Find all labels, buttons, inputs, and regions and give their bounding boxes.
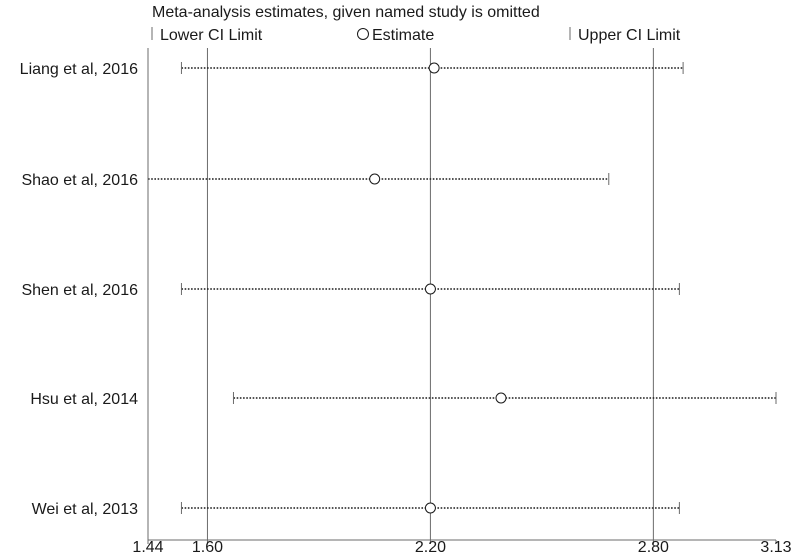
study-row [180,62,684,74]
x-tick-label: 1.60 [192,539,223,554]
study-row [232,392,777,404]
study-row [180,502,680,514]
x-tick-label: 2.20 [415,539,446,554]
estimate-marker [424,502,436,514]
legend-label: Upper CI Limit [578,27,681,44]
study-label: Shen et al, 2016 [21,282,138,299]
chart-title: Meta-analysis estimates, given named stu… [152,4,540,21]
x-tick-label: 1.44 [132,539,163,554]
study-row [147,173,610,185]
study-label: Wei et al, 2013 [32,501,139,518]
study-labels: Liang et al, 2016 Shao et al, 2016 Shen et… [20,61,138,518]
x-axis: 1.44 1.60 2.20 2.80 3.13 [132,539,791,554]
estimate-marker [428,62,440,74]
study-label: Shao et al, 2016 [21,172,138,189]
study-label: Hsu et al, 2014 [30,391,138,408]
x-tick-label: 2.80 [638,539,669,554]
legend-label: Lower CI Limit [160,27,263,44]
estimate-marker [495,392,507,404]
study-label: Liang et al, 2016 [20,61,138,78]
legend-label: Estimate [372,27,434,44]
study-row [180,283,680,295]
estimate-marker [424,283,436,295]
estimate-marker [369,173,381,185]
x-tick-label: 3.13 [760,539,791,554]
legend-estimate-circle-icon [357,28,369,40]
plot-area [147,48,777,540]
legend: Lower CI Limit Estimate Upper CI Limit [151,27,681,44]
